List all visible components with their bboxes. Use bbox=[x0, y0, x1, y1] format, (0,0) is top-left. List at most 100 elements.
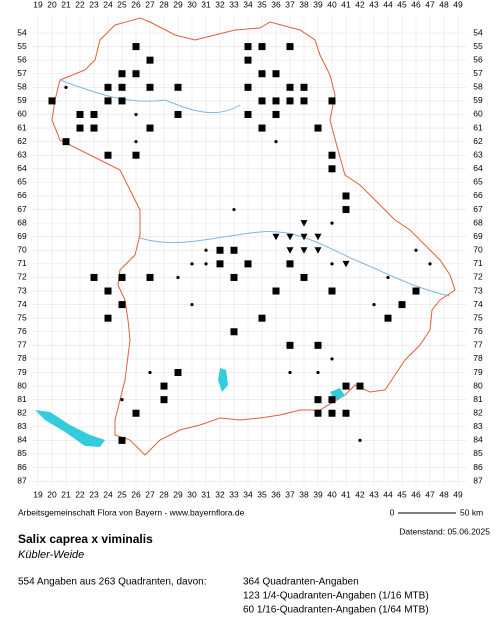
quadrant-marker bbox=[314, 396, 322, 404]
column-label: 40 bbox=[327, 0, 337, 9]
row-label: 61 bbox=[473, 122, 483, 132]
quadrant-marker bbox=[300, 97, 308, 105]
row-label: 66 bbox=[473, 190, 483, 200]
quadrant-marker bbox=[216, 260, 224, 268]
column-label: 38 bbox=[299, 489, 309, 499]
row-label: 82 bbox=[473, 407, 483, 417]
quarter-quadrant-marker bbox=[330, 357, 334, 361]
quadrant-marker bbox=[342, 409, 350, 417]
species-name: Salix caprea x viminalis bbox=[18, 532, 153, 546]
row-label: 56 bbox=[473, 54, 483, 64]
row-label: 86 bbox=[473, 462, 483, 472]
row-label: 65 bbox=[17, 177, 27, 187]
row-label: 74 bbox=[17, 299, 27, 309]
quadrant-marker bbox=[300, 83, 308, 91]
column-label: 29 bbox=[173, 489, 183, 499]
row-label: 86 bbox=[17, 462, 27, 472]
column-label: 49 bbox=[453, 0, 463, 9]
quadrant-marker bbox=[300, 273, 308, 281]
column-label: 22 bbox=[75, 489, 85, 499]
column-label: 35 bbox=[257, 0, 267, 9]
quadrant-marker bbox=[272, 287, 280, 295]
credit: Arbeitsgemeinschaft Flora von Bayern - w… bbox=[18, 507, 245, 517]
quarter-quadrant-marker bbox=[134, 140, 138, 144]
column-label: 31 bbox=[201, 489, 211, 499]
row-label: 77 bbox=[17, 340, 27, 350]
sixteenth-quadrant-marker bbox=[342, 260, 350, 268]
scale-start: 0 bbox=[390, 507, 395, 517]
quadrant-marker bbox=[272, 97, 280, 105]
lake bbox=[35, 410, 105, 447]
quadrant-marker bbox=[244, 83, 252, 91]
quadrant-marker bbox=[328, 396, 336, 404]
column-label: 20 bbox=[47, 0, 57, 9]
row-label: 70 bbox=[17, 245, 27, 255]
column-label: 27 bbox=[145, 0, 155, 9]
quadrant-marker bbox=[342, 382, 350, 390]
quadrant-marker bbox=[118, 436, 126, 444]
column-label: 48 bbox=[439, 489, 449, 499]
quadrant-marker bbox=[90, 110, 98, 118]
quadrant-marker bbox=[328, 151, 336, 159]
quarter-quadrant-marker bbox=[176, 275, 180, 280]
row-label: 66 bbox=[17, 190, 27, 200]
quarter-quadrant-marker bbox=[120, 398, 124, 402]
quarter-quadrant-marker bbox=[414, 248, 418, 252]
row-label: 73 bbox=[473, 285, 483, 295]
quadrant-marker bbox=[104, 314, 112, 322]
quarter-quadrant-marker bbox=[274, 140, 278, 144]
quadrant-marker bbox=[356, 382, 364, 390]
sixteenth-quadrant-marker bbox=[286, 247, 294, 254]
quadrant-marker bbox=[90, 273, 98, 281]
column-label: 43 bbox=[369, 0, 379, 9]
column-label: 36 bbox=[271, 489, 281, 499]
quarter-quadrant-marker bbox=[148, 370, 152, 375]
quadrant-marker bbox=[174, 369, 182, 376]
row-label: 54 bbox=[17, 27, 27, 37]
column-label: 34 bbox=[243, 489, 253, 499]
column-label: 46 bbox=[411, 0, 421, 9]
column-label: 38 bbox=[299, 0, 309, 9]
sixteenth-quadrant-marker bbox=[314, 247, 322, 254]
stats-line: 60 1/16-Quadranten-Angaben (1/64 MTB) bbox=[243, 605, 429, 616]
column-label: 46 bbox=[411, 489, 421, 499]
row-label: 71 bbox=[17, 258, 27, 268]
quadrant-marker bbox=[146, 83, 154, 91]
quadrant-marker bbox=[76, 110, 84, 118]
column-label: 40 bbox=[327, 489, 337, 499]
column-label: 27 bbox=[145, 489, 155, 499]
column-label: 48 bbox=[439, 0, 449, 9]
row-label: 78 bbox=[473, 353, 483, 363]
quadrant-marker bbox=[244, 110, 252, 118]
row-label: 64 bbox=[473, 163, 483, 173]
row-label: 78 bbox=[17, 353, 27, 363]
row-label: 83 bbox=[473, 421, 483, 431]
column-label: 47 bbox=[425, 489, 435, 499]
quarter-quadrant-marker bbox=[190, 303, 194, 307]
quadrant-marker bbox=[244, 56, 252, 64]
sixteenth-quadrant-marker bbox=[314, 233, 322, 241]
stats-line: 123 1/4-Quadranten-Angaben (1/16 MTB) bbox=[243, 591, 429, 602]
row-label: 81 bbox=[473, 394, 483, 404]
quadrant-marker bbox=[230, 328, 238, 336]
column-label: 21 bbox=[61, 489, 71, 499]
row-label: 87 bbox=[473, 475, 483, 485]
quadrant-marker bbox=[174, 83, 182, 91]
column-label: 45 bbox=[397, 0, 407, 9]
quadrant-marker bbox=[328, 165, 336, 173]
quarter-quadrant-marker bbox=[386, 275, 390, 280]
quadrant-marker bbox=[216, 246, 224, 254]
stats-summary: 554 Angaben aus 263 Quadranten, davon: bbox=[18, 577, 207, 588]
column-label: 44 bbox=[383, 489, 393, 499]
column-label: 31 bbox=[201, 0, 211, 9]
quarter-quadrant-marker bbox=[232, 207, 236, 212]
row-label: 62 bbox=[17, 136, 27, 146]
sixteenth-quadrant-marker bbox=[300, 220, 308, 227]
quadrant-marker bbox=[412, 287, 420, 295]
quadrant-marker bbox=[132, 70, 140, 78]
row-label: 84 bbox=[473, 435, 483, 445]
row-label: 79 bbox=[17, 367, 27, 377]
row-label: 65 bbox=[473, 177, 483, 187]
row-label: 82 bbox=[17, 407, 27, 417]
column-label: 30 bbox=[187, 489, 197, 499]
